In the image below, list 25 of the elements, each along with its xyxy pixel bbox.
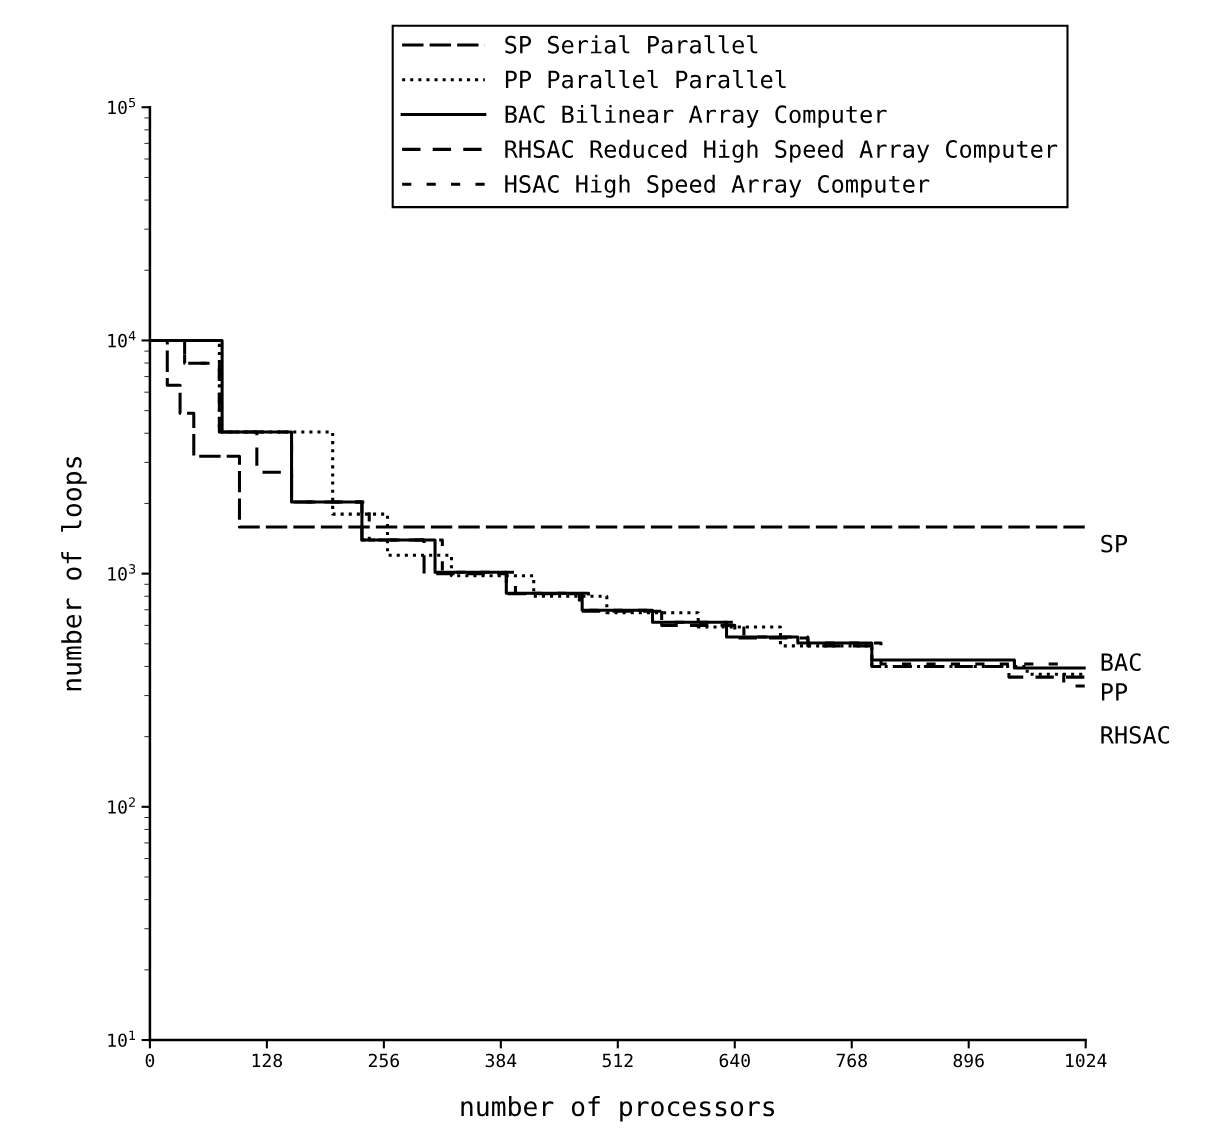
x-tick-label: 128 bbox=[252, 1053, 283, 1068]
x-tick-label: 1024 bbox=[1066, 1053, 1107, 1068]
x-tick-label: 256 bbox=[368, 1053, 399, 1068]
text: BAC bbox=[1101, 653, 1141, 672]
y-tick-label: 10$^{4}$ bbox=[108, 331, 136, 348]
x-tick-label: 384 bbox=[485, 1053, 517, 1068]
x-tick-label: 768 bbox=[836, 1053, 867, 1068]
legend-label: HSAC High Speed Array Computer bbox=[505, 174, 930, 198]
y-tick-label: 10$^{5}$ bbox=[108, 97, 136, 115]
x-tick-label: 512 bbox=[602, 1053, 633, 1068]
legend-label: BAC Bilinear Array Computer bbox=[505, 104, 887, 128]
text: PP bbox=[1101, 683, 1128, 701]
legend-label: SP Serial Parallel bbox=[505, 35, 758, 54]
x-tick-label: 0 bbox=[145, 1053, 155, 1068]
text: SP bbox=[1101, 534, 1128, 553]
x-tick-label: 896 bbox=[953, 1053, 984, 1068]
text: RHSAC bbox=[1101, 725, 1169, 744]
y-tick-label: 10$^{3}$ bbox=[108, 564, 136, 581]
legend-label: PP Parallel Parallel bbox=[505, 70, 786, 89]
x-axis-title: number of processors bbox=[461, 1095, 775, 1122]
y-tick-label: 10$^{1}$ bbox=[108, 1030, 135, 1048]
y-tick-label: 10$^{2}$ bbox=[108, 797, 135, 814]
y-axis-title: number of loops bbox=[61, 457, 87, 691]
legend-label: RHSAC Reduced High Speed Array Computer bbox=[505, 139, 1058, 163]
x-tick-label: 640 bbox=[719, 1053, 750, 1068]
